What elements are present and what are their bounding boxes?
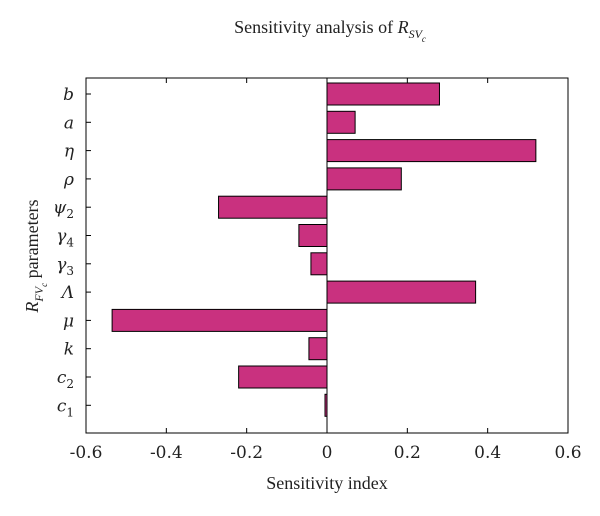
y-tick-label-10: a bbox=[64, 113, 74, 133]
x-tick-label-2: -0.2 bbox=[230, 443, 263, 463]
y-tick-label-5: γ3 bbox=[56, 255, 74, 278]
y-tick-label-4: Λ bbox=[60, 283, 74, 303]
y-tick-label-2: k bbox=[64, 340, 74, 360]
y-tick-label-1: c2 bbox=[57, 368, 74, 391]
x-tick-label-5: 0.4 bbox=[474, 443, 501, 463]
bar-7 bbox=[218, 195, 328, 219]
y-tick-label-3: μ bbox=[63, 311, 74, 331]
x-tick-label-6: 0.6 bbox=[554, 443, 581, 463]
chart-title: Sensitivity analysis of RSVc bbox=[234, 17, 426, 44]
x-tick-label-3: 0 bbox=[322, 443, 333, 463]
y-tick-label-11: b bbox=[63, 85, 74, 105]
x-tick-label-4: 0.2 bbox=[394, 443, 421, 463]
y-axis-title-text: RFVc parameters bbox=[22, 199, 49, 313]
bar-11 bbox=[326, 82, 440, 106]
bar-5 bbox=[310, 252, 328, 276]
y-tick-label-8: ρ bbox=[63, 170, 74, 190]
bars bbox=[111, 82, 537, 417]
x-axis-title: Sensitivity index bbox=[266, 473, 388, 493]
x-tick-label-1: -0.4 bbox=[150, 443, 183, 463]
bar-6 bbox=[298, 224, 328, 247]
y-tick-label-7: ψ2 bbox=[53, 198, 74, 221]
x-tick-labels: -0.6 -0.4 -0.2 0 0.2 0.4 0.6 bbox=[70, 443, 582, 463]
y-tick-label-9: η bbox=[64, 142, 75, 162]
bar-4 bbox=[326, 280, 477, 304]
bar-1 bbox=[238, 365, 328, 389]
axes bbox=[85, 77, 569, 434]
x-tick-label-0: -0.6 bbox=[70, 443, 103, 463]
bar-2 bbox=[308, 337, 328, 361]
y-tick-label-6: γ4 bbox=[56, 227, 74, 250]
bar-8 bbox=[326, 167, 402, 191]
y-tick-label-0: c1 bbox=[57, 396, 74, 419]
bar-10 bbox=[326, 110, 356, 134]
bar-3 bbox=[111, 308, 328, 332]
bar-9 bbox=[326, 139, 537, 163]
y-axis-title: RFVc parameters bbox=[22, 199, 49, 313]
chart-title-text: Sensitivity analysis of RSVc bbox=[234, 17, 426, 44]
